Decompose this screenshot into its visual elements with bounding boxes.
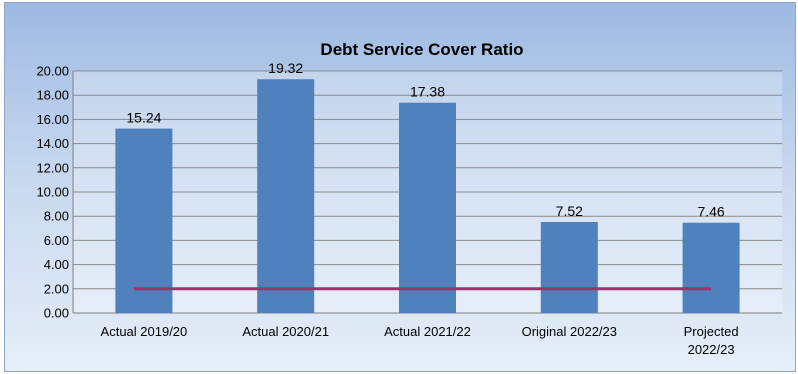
bar xyxy=(682,222,740,313)
x-tick-label: Actual 2020/21 xyxy=(242,324,329,339)
data-label: 7.52 xyxy=(556,203,583,219)
y-tick-label: 10.00 xyxy=(36,185,69,200)
y-tick-label: 16.00 xyxy=(36,112,69,127)
y-tick-label: 0.00 xyxy=(44,306,69,321)
data-label: 15.24 xyxy=(126,110,161,126)
x-tick-label: Actual 2021/22 xyxy=(384,324,471,339)
chart-frame: Debt Service Cover Ratio 0.00 2.00 4.00 6.0… xyxy=(4,2,796,372)
y-tick-label: 8.00 xyxy=(44,209,69,224)
y-tick-label: 4.00 xyxy=(44,257,69,272)
bar xyxy=(115,128,173,313)
y-tick-label: 6.00 xyxy=(44,233,69,248)
y-tick-label: 2.00 xyxy=(44,281,69,296)
data-label: 17.38 xyxy=(410,84,445,100)
bar xyxy=(257,79,315,313)
plot-area: 0.00 2.00 4.00 6.00 8.00 10.00 12.00 14.00 16.00… xyxy=(36,60,782,357)
bar xyxy=(540,222,598,313)
x-tick-label: Actual 2019/20 xyxy=(101,324,188,339)
y-tick-label: 20.00 xyxy=(36,64,69,79)
data-label: 19.32 xyxy=(268,60,303,76)
data-label: 7.46 xyxy=(697,204,724,220)
y-tick-label: 14.00 xyxy=(36,136,69,151)
x-tick-label: Projected xyxy=(684,324,739,339)
x-tick-label: 2022/23 xyxy=(688,342,735,357)
y-tick-label: 18.00 xyxy=(36,88,69,103)
chart-svg: Debt Service Cover Ratio 0.00 2.00 4.00 6.0… xyxy=(36,40,782,357)
bar xyxy=(399,102,456,314)
x-tick-label: Original 2022/23 xyxy=(522,324,617,339)
chart-title: Debt Service Cover Ratio xyxy=(320,40,523,59)
y-tick-label: 12.00 xyxy=(36,160,69,175)
